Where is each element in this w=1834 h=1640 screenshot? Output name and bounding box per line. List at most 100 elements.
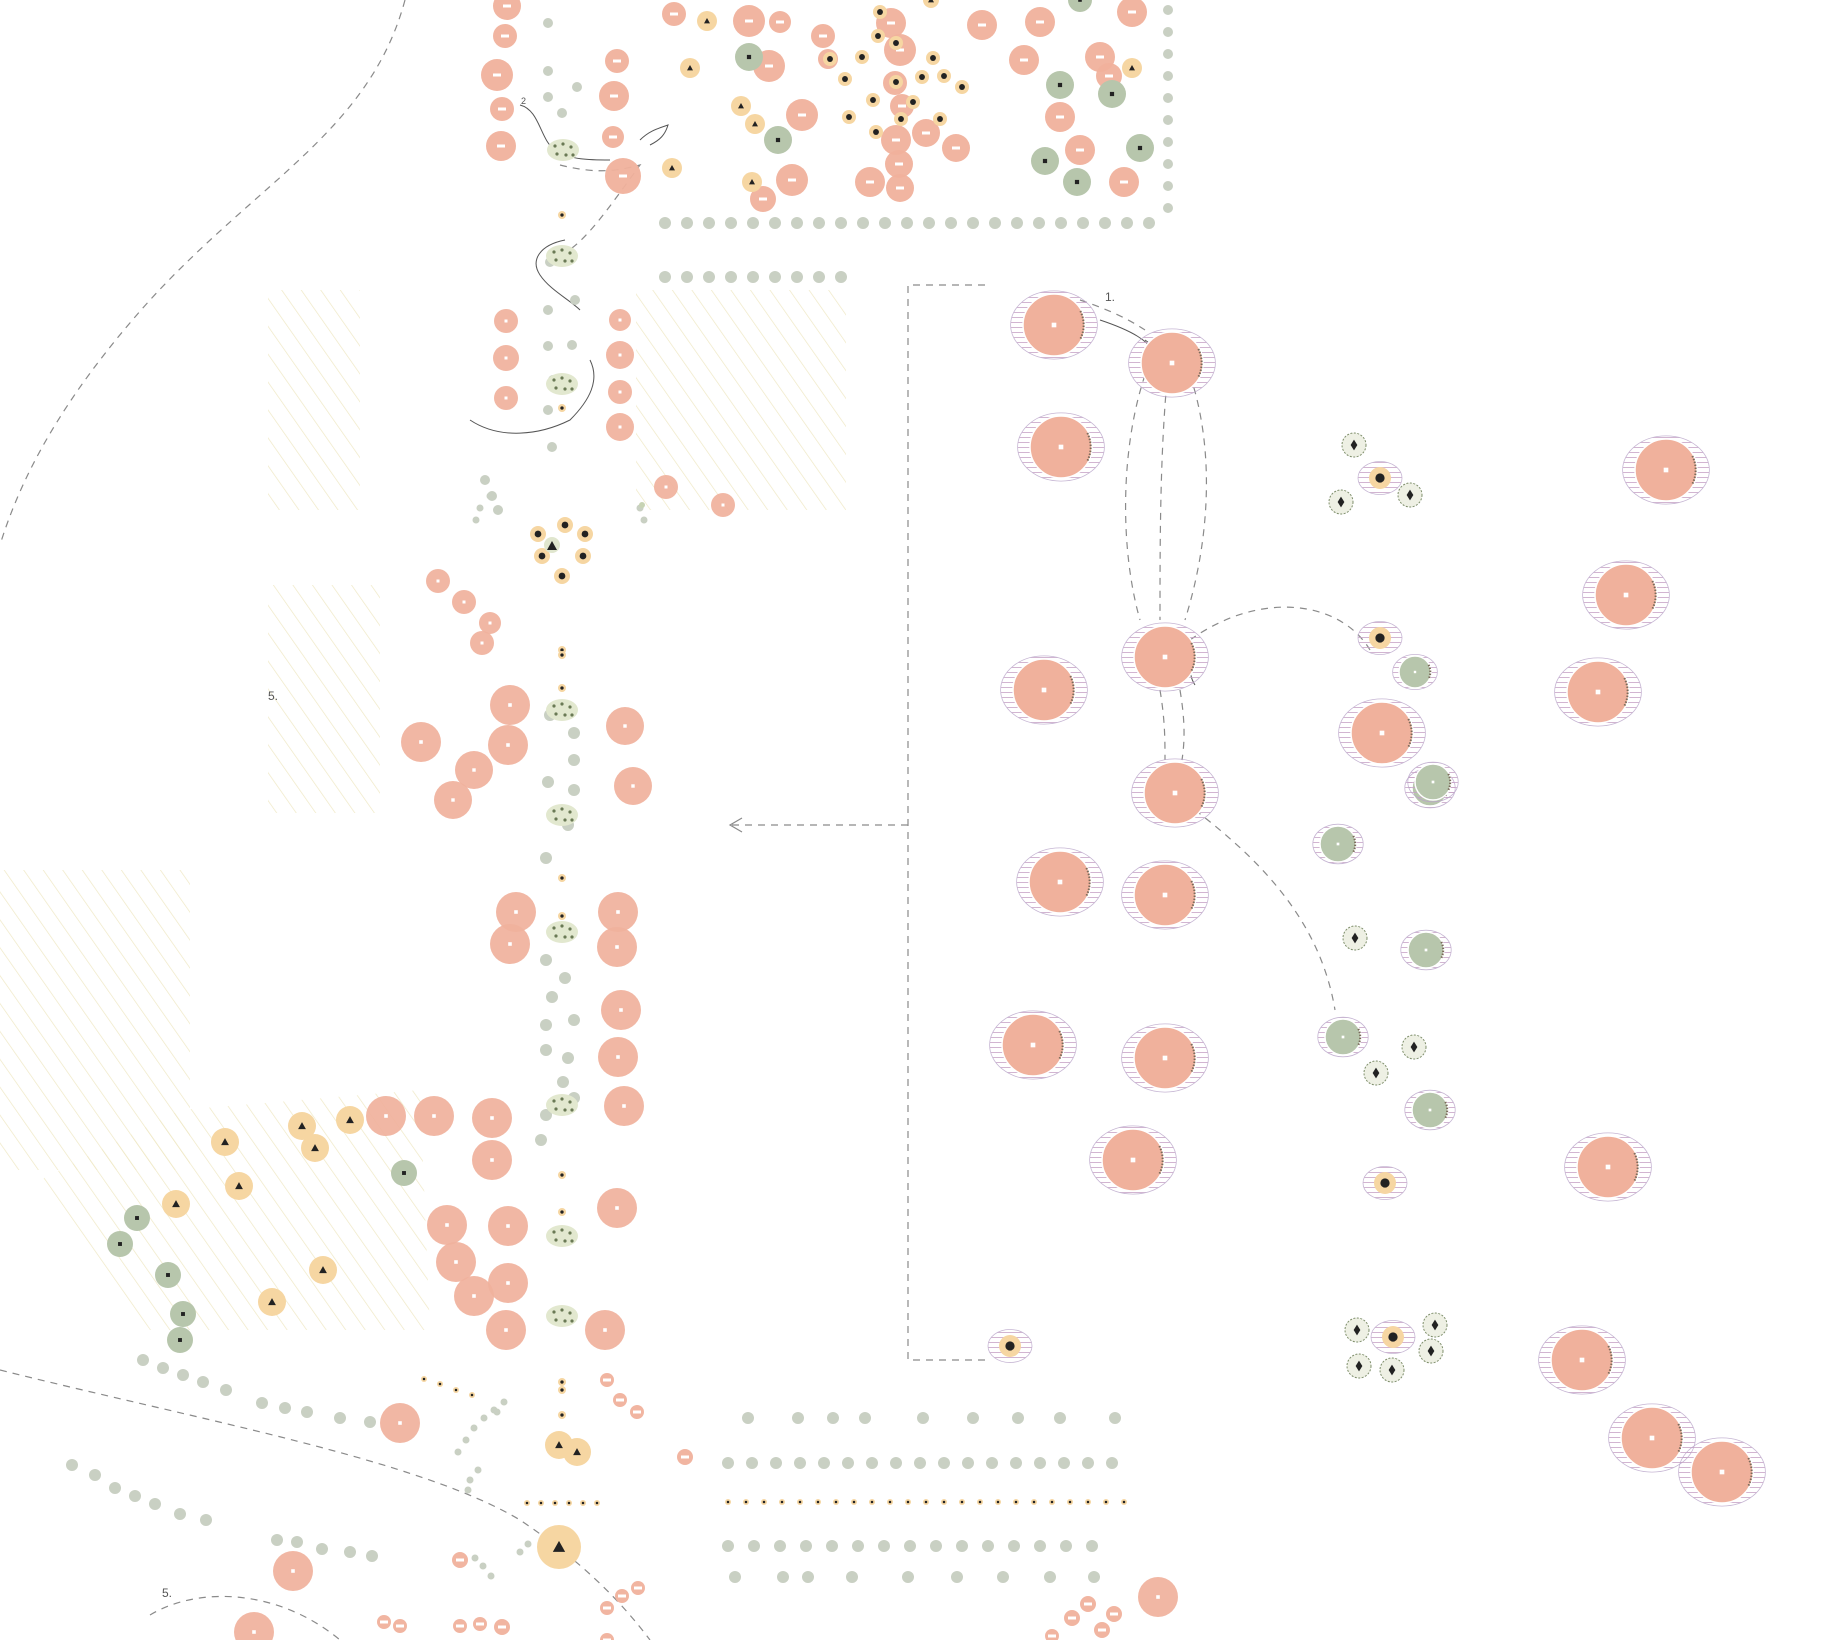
ground-plant [769, 271, 781, 283]
triangle-marker-icon [172, 1200, 180, 1208]
dash-marker-icon [898, 104, 906, 108]
dash-marker-icon [619, 174, 627, 178]
dot-marker-icon [454, 1388, 458, 1392]
triangle-marker-icon [687, 65, 693, 71]
ground-plant [1033, 217, 1045, 229]
ground-plant [770, 1457, 782, 1469]
dash-marker-icon [603, 1638, 611, 1640]
dot-marker-icon [560, 807, 564, 811]
ground-plant [826, 1540, 838, 1552]
ground-plant [493, 1408, 501, 1416]
ground-plant [109, 1482, 121, 1494]
hatched-zone [636, 290, 846, 510]
dash-marker-icon [603, 1378, 611, 1382]
dot-marker-icon [1122, 1500, 1126, 1504]
ground-plant [1163, 5, 1173, 15]
dot-marker-icon [1375, 473, 1385, 483]
canopy-edge [1447, 773, 1452, 791]
ground-plant [846, 1571, 858, 1583]
square-marker-icon [1341, 1035, 1345, 1039]
ground-plant [878, 1540, 890, 1552]
square-marker-icon [1595, 689, 1601, 695]
ground-plant [904, 1540, 916, 1552]
ground-plant [1086, 1540, 1098, 1552]
tree-canopy [600, 1633, 614, 1640]
square-marker-icon [615, 1206, 619, 1210]
square-marker-icon [504, 356, 508, 360]
ground-plant [137, 1354, 149, 1366]
dash-marker-icon [456, 1558, 464, 1562]
dot-marker-icon [552, 1230, 556, 1234]
square-marker-icon [631, 784, 635, 788]
square-marker-icon [472, 1294, 476, 1298]
ground-plant [559, 972, 571, 984]
ground-plant [516, 1548, 524, 1556]
ground-plant [1012, 1412, 1024, 1424]
ground-plant [956, 1540, 968, 1552]
dot-marker-icon [978, 1500, 982, 1504]
dash-marker-icon [609, 135, 617, 139]
ground-plant [914, 1457, 926, 1469]
diamond-marker-icon [1351, 932, 1359, 944]
ground-plant [639, 502, 645, 508]
dot-marker-icon [1086, 1500, 1090, 1504]
ground-plant [890, 1457, 902, 1469]
connection-line [1179, 689, 1185, 761]
ground-plant [1008, 1540, 1020, 1552]
square-marker-icon [1162, 654, 1168, 660]
dot-marker-icon [924, 1500, 928, 1504]
dot-marker-icon [563, 1319, 567, 1323]
ground-plant [540, 954, 552, 966]
square-marker-icon [504, 396, 508, 400]
ground-plant [640, 516, 648, 524]
dot-marker-icon [560, 376, 564, 380]
dot-marker-icon [561, 142, 565, 146]
square-marker-icon [504, 319, 508, 323]
square-marker-icon [1162, 892, 1168, 898]
square-marker-icon [506, 743, 510, 747]
ground-plant [1058, 1457, 1070, 1469]
square-marker-icon [1336, 842, 1340, 846]
ground-plant [570, 295, 580, 305]
ground-plant [454, 1448, 462, 1456]
connection-line [1159, 369, 1169, 621]
dash-marker-icon [616, 1398, 624, 1402]
ground-plant [480, 475, 490, 485]
ground-plant [557, 108, 567, 118]
square-marker-icon [1172, 790, 1178, 796]
ground-plant [177, 1369, 189, 1381]
ground-plant [742, 1412, 754, 1424]
dot-marker-icon [852, 1500, 856, 1504]
ground-plant [659, 271, 671, 283]
dot-marker-icon [568, 379, 572, 383]
ground-plant [1054, 1412, 1066, 1424]
dot-marker-icon [554, 1238, 558, 1242]
ground-plant [879, 217, 891, 229]
dash-marker-icon [456, 1624, 464, 1628]
dot-marker-icon [570, 387, 574, 391]
plant-cluster [546, 804, 578, 826]
ground-plant [1099, 217, 1111, 229]
dot-marker-icon [560, 702, 564, 706]
square-marker-icon [616, 910, 620, 914]
ground-plant [568, 754, 580, 766]
dot-marker-icon [560, 1380, 564, 1384]
diamond-marker-icon [1427, 1345, 1435, 1357]
ground-plant [548, 444, 556, 452]
plant-cluster [546, 1225, 578, 1247]
square-marker-icon [436, 579, 440, 583]
shrub-canopy [923, 0, 939, 8]
ground-plant [493, 505, 503, 515]
ground-plant [794, 1457, 806, 1469]
dot-marker-icon [553, 1501, 557, 1505]
dash-marker-icon [892, 138, 900, 142]
dash-marker-icon [866, 180, 874, 184]
dot-marker-icon [996, 1500, 1000, 1504]
ground-plant [1060, 1540, 1072, 1552]
ground-plant [540, 1109, 552, 1121]
dot-marker-icon [560, 1388, 564, 1392]
square-marker-icon [432, 1114, 436, 1118]
canopy-edge [1427, 664, 1432, 680]
triangle-marker-icon [346, 1116, 354, 1124]
ground-plant [997, 1571, 1009, 1583]
